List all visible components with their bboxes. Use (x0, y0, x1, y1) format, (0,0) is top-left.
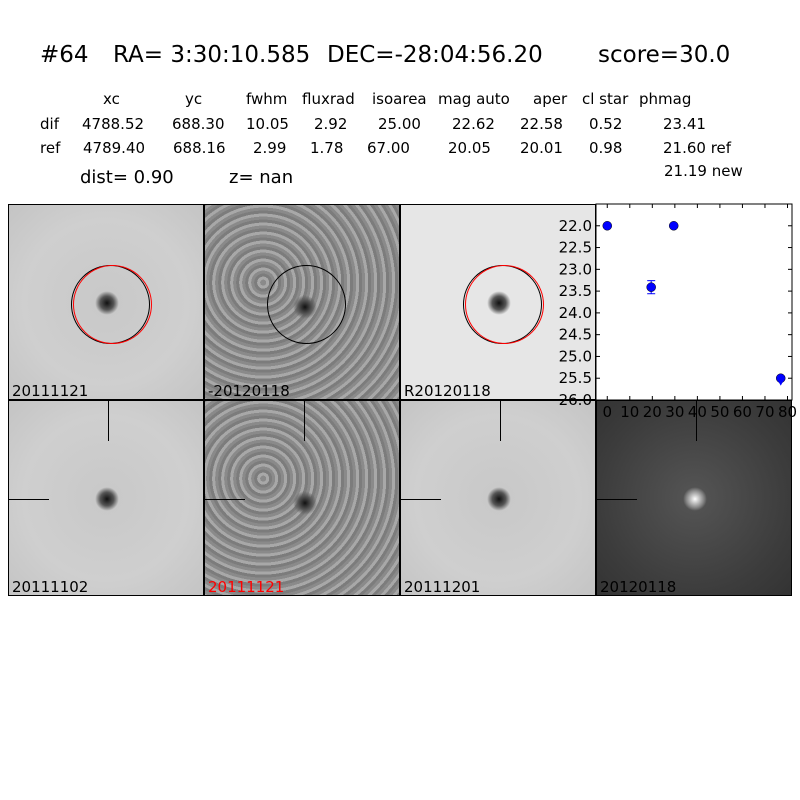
stamp-label: 20111121 (208, 578, 285, 596)
x-tick-label: 30 (665, 403, 684, 421)
data-point (602, 221, 613, 231)
ra: RA= 3:30:10.585 (113, 42, 311, 68)
crosshair-vertical (500, 401, 501, 441)
phmag-new: 21.19 new (664, 162, 743, 180)
stamp-label: 20111201 (404, 578, 481, 596)
table-cell: 20.05 (448, 139, 491, 157)
table-cell: 0.98 (589, 139, 623, 157)
table-cell: 4788.52 (82, 115, 145, 133)
y-tick-label: 25.5 (559, 369, 592, 387)
y-tick-label: 25.0 (559, 347, 592, 365)
stamp-label: -20120118 (208, 382, 290, 400)
x-tick-label: 70 (755, 403, 774, 421)
stamp-bottom-1: 20111102 (8, 400, 204, 596)
crosshair-horizontal (401, 499, 441, 500)
data-point (646, 282, 656, 292)
stamp-label: 20120118 (600, 578, 677, 596)
row-label: ref (40, 139, 61, 157)
red-aperture-circle (73, 265, 152, 344)
y-tick-label: 22.0 (559, 217, 592, 235)
dec: DEC=-28:04:56.20 (327, 42, 543, 68)
candidate-id: #64 (40, 42, 89, 68)
x-tick-label: 10 (620, 403, 639, 421)
x-tick-label: 80 (778, 403, 797, 421)
table-cell: 1.78 (310, 139, 344, 157)
stamp-top-1: 20111121 (8, 204, 204, 400)
black-aperture-circle (267, 265, 346, 344)
x-tick-label: 40 (688, 403, 707, 421)
stamp-label: 20111121 (12, 382, 89, 400)
table-cell: 688.16 (173, 139, 226, 157)
y-tick-label: 23.0 (559, 260, 592, 278)
crosshair-horizontal (9, 499, 49, 500)
table-cell: 4789.40 (83, 139, 146, 157)
stamp-bottom-2: 20111121 (204, 400, 400, 596)
crosshair-vertical (108, 401, 109, 441)
table-cell: 22.62 (452, 115, 495, 133)
x-tick-label: 20 (643, 403, 662, 421)
data-point (668, 221, 679, 231)
column-header: aper (533, 90, 568, 108)
column-header: fluxrad (302, 90, 355, 108)
stamp-top-3: R20120118 (400, 204, 596, 400)
dist-value: dist= 0.90 (80, 167, 174, 188)
crosshair-horizontal (597, 499, 637, 500)
plot-area (595, 203, 793, 401)
table-cell: 21.60 ref (663, 139, 732, 157)
y-tick-label: 24.5 (559, 326, 592, 344)
table-cell: 23.41 (663, 115, 706, 133)
stamp-bottom-4: 20120118 (596, 400, 792, 596)
y-tick-label: 24.0 (559, 304, 592, 322)
data-point-upper-limit (776, 378, 785, 386)
y-tick-label: 26.0 (559, 391, 592, 409)
table-cell: 20.01 (520, 139, 563, 157)
red-aperture-circle (465, 265, 544, 344)
table-cell: 25.00 (378, 115, 421, 133)
table-cell: 67.00 (367, 139, 410, 157)
table-cell: 2.99 (253, 139, 287, 157)
column-header: cl star (582, 90, 629, 108)
stamp-bottom-3: 20111201 (400, 400, 596, 596)
row-label: dif (40, 115, 59, 133)
z-value: z= nan (229, 167, 294, 188)
crosshair-vertical (304, 401, 305, 441)
column-header: phmag (639, 90, 692, 108)
stamp-top-2: -20120118 (204, 204, 400, 400)
score: score=30.0 (598, 42, 731, 68)
x-tick-label: 60 (733, 403, 752, 421)
source-blob (293, 491, 317, 515)
table-cell: 22.58 (520, 115, 563, 133)
source-blob (487, 487, 511, 511)
column-header: yc (185, 90, 203, 108)
table-cell: 10.05 (246, 115, 289, 133)
y-tick-label: 23.5 (559, 282, 592, 300)
crosshair-vertical (696, 401, 697, 441)
column-header: isoarea (372, 90, 427, 108)
source-blob (95, 487, 119, 511)
table-cell: 2.92 (314, 115, 348, 133)
table-cell: 688.30 (172, 115, 225, 133)
column-header: xc (103, 90, 120, 108)
table-cell: 0.52 (589, 115, 623, 133)
column-header: fwhm (246, 90, 288, 108)
stamp-label: R20120118 (404, 382, 491, 400)
stamp-label: 20111102 (12, 578, 89, 596)
crosshair-horizontal (205, 499, 245, 500)
y-tick-label: 22.5 (559, 239, 592, 257)
x-tick-label: 0 (602, 403, 612, 421)
column-header: mag auto (438, 90, 510, 108)
x-tick-label: 50 (710, 403, 729, 421)
source-blob (683, 487, 707, 511)
